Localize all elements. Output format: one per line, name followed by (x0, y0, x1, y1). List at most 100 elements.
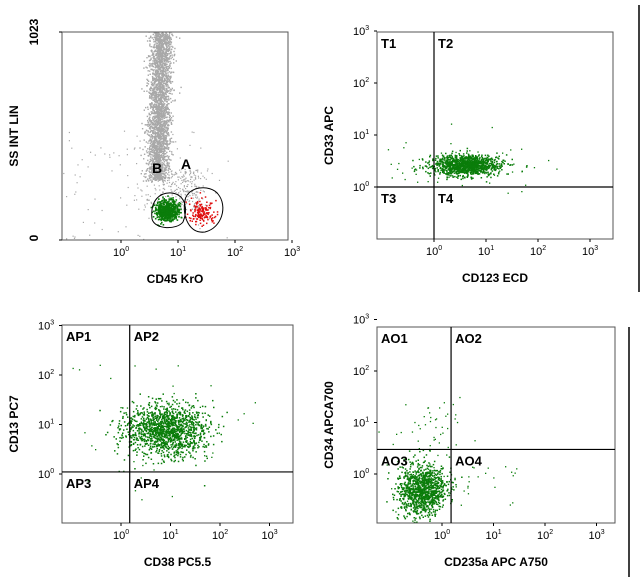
event-dot (159, 99, 162, 101)
event-dot (157, 218, 160, 221)
event-dot (159, 97, 161, 99)
event-dot (449, 156, 451, 158)
event-dot (165, 171, 167, 174)
event-dot (162, 34, 165, 36)
event-dot (153, 77, 155, 79)
event-dot (161, 46, 163, 48)
event-dot (168, 36, 170, 39)
event-dot (180, 195, 182, 197)
event-dot (148, 199, 150, 201)
event-dot (199, 211, 201, 213)
event-dot (170, 80, 172, 83)
event-dot (446, 164, 448, 167)
event-dot (152, 53, 154, 55)
event-dot (152, 60, 154, 62)
event-dot (165, 48, 167, 50)
event-dot (151, 130, 153, 132)
event-dot (155, 39, 158, 42)
event-dot (158, 176, 160, 179)
event-dot (157, 119, 159, 122)
event-dot (189, 174, 191, 176)
event-dot (81, 159, 83, 161)
event-dot (168, 111, 171, 114)
event-dot (157, 102, 159, 104)
event-dot (163, 84, 165, 87)
event-dot (156, 124, 158, 127)
event-dot (174, 205, 176, 208)
event-dot (151, 54, 153, 56)
event-dot (158, 160, 160, 162)
event-dot (163, 134, 165, 136)
event-dot (193, 206, 195, 208)
event-dot (167, 90, 169, 92)
event-dot (169, 55, 171, 58)
event-dot (152, 119, 154, 121)
event-dot (151, 169, 153, 172)
event-dot (146, 151, 148, 154)
event-dot (469, 166, 471, 168)
event-dot (162, 87, 165, 89)
x-axis-title: CD45 KrO (147, 272, 204, 286)
event-dot (162, 101, 165, 103)
event-dot (164, 150, 166, 152)
event-dot (162, 125, 164, 127)
event-dot (491, 170, 494, 172)
event-dot (437, 155, 439, 157)
event-dot (446, 162, 448, 165)
event-dot (155, 53, 157, 55)
gate-a[interactable] (183, 187, 224, 233)
event-dot (164, 92, 167, 95)
event-dot (466, 150, 468, 152)
event-dot (156, 214, 159, 216)
event-dot (473, 170, 476, 172)
event-dot (507, 163, 509, 165)
event-dot (496, 175, 499, 177)
event-dot (152, 177, 154, 179)
event-dot (150, 144, 152, 146)
event-dot (441, 171, 444, 174)
event-dot (432, 158, 434, 160)
event-dot (153, 60, 156, 62)
event-dot (198, 186, 200, 188)
event-dot (459, 165, 461, 167)
event-dot (161, 79, 163, 81)
event-dot (152, 78, 154, 80)
event-dot (156, 115, 159, 117)
event-dot (147, 108, 149, 110)
event-dot (156, 108, 158, 110)
event-dot (444, 159, 446, 161)
event-dot (501, 160, 503, 163)
event-dot (156, 84, 158, 86)
event-dot (166, 48, 168, 50)
event-dot (413, 170, 416, 173)
event-dot (160, 54, 162, 56)
event-dot (170, 117, 173, 119)
event-dot (192, 200, 194, 203)
event-dot (94, 222, 96, 224)
event-dot (182, 174, 185, 176)
event-dot (456, 163, 458, 165)
event-dot (485, 157, 488, 160)
event-dot (167, 68, 169, 70)
event-dot (158, 88, 161, 91)
event-dot (161, 105, 163, 107)
event-dot (168, 92, 170, 94)
event-dot (160, 96, 162, 98)
event-dot (161, 104, 163, 106)
event-dot (179, 169, 181, 171)
event-dot (167, 108, 169, 110)
event-dot (470, 162, 473, 164)
event-dot (451, 160, 454, 162)
event-dot (159, 52, 162, 54)
event-dot (449, 172, 452, 174)
event-dot (446, 166, 449, 168)
event-dot (457, 170, 459, 173)
event-dot (158, 151, 160, 153)
event-dot (155, 149, 157, 151)
x-tick-label: 101 (170, 246, 186, 259)
event-dot (159, 136, 161, 139)
event-dot (160, 118, 162, 120)
event-dot (165, 33, 167, 35)
event-dot (156, 156, 159, 158)
event-dot (144, 146, 146, 148)
